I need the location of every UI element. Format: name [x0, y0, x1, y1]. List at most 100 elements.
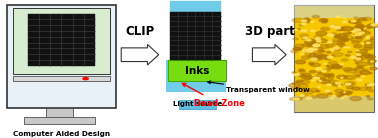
Circle shape	[301, 56, 310, 59]
Circle shape	[305, 41, 314, 44]
Circle shape	[293, 98, 299, 100]
Circle shape	[307, 50, 313, 52]
Circle shape	[323, 73, 331, 76]
Circle shape	[336, 82, 341, 84]
Circle shape	[327, 34, 334, 36]
Circle shape	[338, 28, 345, 30]
Circle shape	[358, 59, 363, 61]
Circle shape	[295, 60, 305, 64]
Circle shape	[358, 27, 364, 29]
Circle shape	[314, 55, 322, 58]
Circle shape	[294, 88, 300, 90]
Circle shape	[299, 69, 305, 71]
Circle shape	[366, 37, 370, 38]
Circle shape	[349, 20, 359, 23]
Circle shape	[341, 43, 344, 44]
FancyBboxPatch shape	[170, 1, 221, 12]
Circle shape	[304, 20, 308, 21]
Circle shape	[316, 49, 318, 50]
Circle shape	[319, 81, 322, 82]
Circle shape	[336, 16, 341, 18]
Circle shape	[354, 35, 356, 36]
Circle shape	[360, 71, 370, 74]
Circle shape	[345, 82, 356, 86]
Text: Transparent window: Transparent window	[208, 81, 310, 93]
Circle shape	[311, 56, 320, 60]
Circle shape	[297, 28, 301, 29]
Circle shape	[356, 56, 362, 58]
Circle shape	[308, 48, 314, 51]
Circle shape	[369, 73, 372, 74]
Circle shape	[334, 35, 341, 38]
Circle shape	[324, 69, 330, 71]
Circle shape	[308, 44, 316, 47]
Circle shape	[293, 38, 298, 40]
Text: Computer Aided Design: Computer Aided Design	[13, 131, 110, 137]
Circle shape	[293, 89, 297, 91]
FancyBboxPatch shape	[168, 60, 226, 81]
Circle shape	[352, 27, 362, 30]
Circle shape	[357, 54, 367, 58]
Circle shape	[311, 63, 321, 67]
Circle shape	[310, 48, 316, 50]
Circle shape	[333, 38, 342, 42]
Circle shape	[311, 59, 316, 61]
Circle shape	[342, 39, 349, 41]
Circle shape	[356, 54, 361, 55]
Circle shape	[302, 44, 308, 46]
Circle shape	[330, 98, 334, 99]
Circle shape	[307, 39, 316, 43]
Circle shape	[355, 22, 361, 24]
FancyBboxPatch shape	[294, 6, 374, 18]
Circle shape	[332, 41, 342, 45]
Circle shape	[348, 51, 352, 53]
Circle shape	[348, 47, 350, 48]
Circle shape	[347, 86, 353, 89]
Circle shape	[303, 37, 308, 39]
Circle shape	[352, 87, 360, 90]
Circle shape	[293, 47, 301, 51]
Circle shape	[302, 90, 314, 94]
Circle shape	[344, 17, 345, 18]
Circle shape	[289, 83, 300, 88]
Circle shape	[335, 89, 343, 92]
Circle shape	[326, 58, 331, 60]
Circle shape	[319, 19, 328, 22]
Circle shape	[317, 94, 328, 98]
Circle shape	[359, 32, 364, 34]
Circle shape	[359, 55, 369, 59]
Circle shape	[356, 49, 367, 54]
Circle shape	[349, 21, 353, 22]
Circle shape	[308, 62, 314, 64]
Circle shape	[297, 74, 305, 77]
Circle shape	[311, 77, 315, 78]
Circle shape	[313, 58, 321, 61]
FancyBboxPatch shape	[166, 60, 176, 87]
Circle shape	[315, 38, 321, 40]
Circle shape	[344, 47, 347, 48]
Circle shape	[312, 47, 323, 51]
Circle shape	[338, 39, 347, 42]
Circle shape	[341, 26, 352, 31]
Circle shape	[357, 20, 360, 21]
Circle shape	[365, 84, 370, 86]
Circle shape	[366, 55, 375, 59]
FancyBboxPatch shape	[294, 96, 374, 112]
Circle shape	[332, 26, 338, 28]
Circle shape	[335, 92, 347, 97]
Circle shape	[352, 31, 356, 32]
Circle shape	[327, 84, 331, 86]
Circle shape	[305, 52, 316, 56]
Circle shape	[356, 24, 364, 27]
Circle shape	[335, 27, 341, 29]
Circle shape	[322, 21, 327, 23]
Circle shape	[343, 21, 347, 23]
Circle shape	[366, 42, 370, 44]
Circle shape	[341, 98, 344, 99]
Circle shape	[327, 56, 333, 58]
Circle shape	[350, 96, 361, 101]
Circle shape	[343, 68, 353, 71]
Circle shape	[332, 25, 337, 27]
Circle shape	[342, 36, 353, 40]
Circle shape	[356, 75, 360, 77]
